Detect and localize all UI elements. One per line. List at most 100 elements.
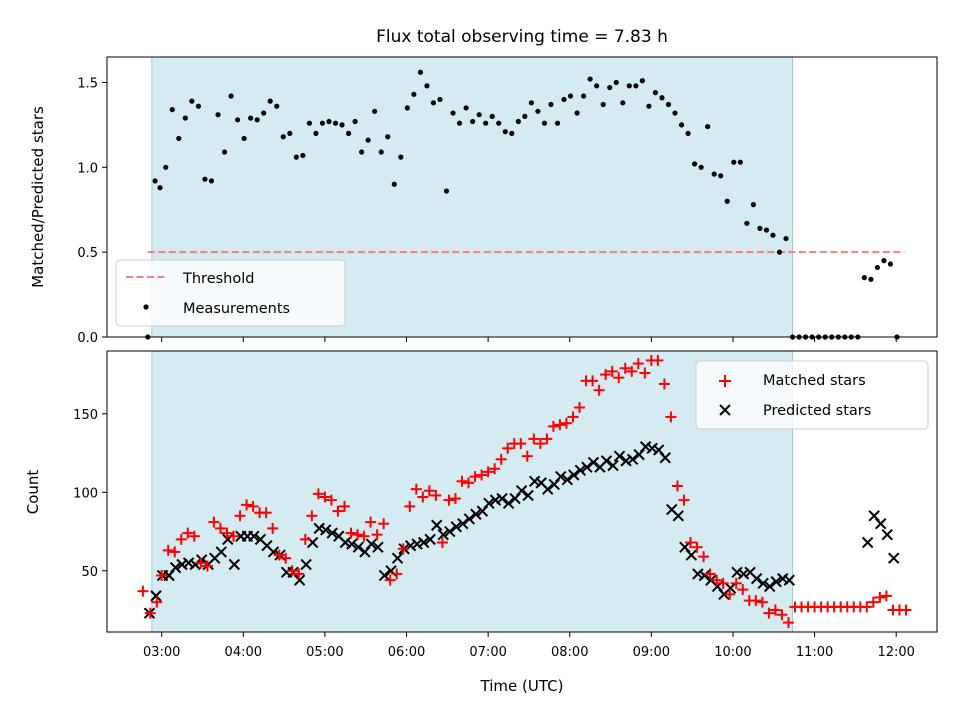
measurement-point (157, 185, 163, 191)
matched-star-marker (325, 494, 337, 506)
predicted-star-marker (248, 530, 260, 542)
matched-star-marker (665, 411, 677, 423)
matched-star-marker (495, 453, 507, 465)
measurement-point (152, 178, 158, 184)
matched-star-marker (652, 354, 664, 366)
measurement-point (470, 118, 476, 125)
measurement-point (881, 258, 887, 264)
measurement-point (456, 120, 463, 126)
matched-star-marker (234, 510, 246, 522)
matched-star-marker (151, 596, 163, 608)
matched-star-marker (169, 546, 181, 558)
matched-star-marker (521, 450, 533, 462)
matched-star-marker (554, 419, 566, 431)
predicted-star-marker (587, 456, 600, 469)
matched-star-marker (293, 568, 305, 580)
measurement-point (234, 117, 241, 123)
predicted-star-marker (685, 549, 698, 561)
predicted-star-marker (437, 528, 449, 541)
matched-star-marker (332, 505, 344, 517)
measurement-point (313, 130, 319, 136)
predicted-star-marker (874, 517, 887, 530)
bottom-legend: Matched stars Predicted stars (695, 360, 929, 430)
top-y-tick-label: 0.0 (77, 331, 98, 346)
matched-star-marker (528, 433, 540, 445)
measurement-point (274, 103, 280, 109)
matched-star-marker (711, 574, 723, 586)
measurement-point (345, 130, 352, 136)
matched-star-marker (227, 530, 239, 542)
matched-star-marker (547, 420, 559, 432)
matched-star-marker (286, 565, 298, 577)
matched-star-marker (861, 601, 873, 613)
predicted-star-marker (450, 521, 463, 533)
top-axes-frame (106, 56, 938, 338)
predicted-star-marker (417, 536, 430, 549)
bottom-y-tick-label: 50 (81, 565, 98, 580)
predicted-star-marker (176, 558, 188, 571)
measurement-point (659, 95, 665, 101)
matched-star-marker (299, 533, 311, 545)
matched-star-marker (515, 438, 527, 450)
x-tick-label: 12:00 (877, 645, 914, 660)
predicted-star-marker (737, 568, 750, 580)
predicted-star-marker (724, 582, 737, 594)
measurement-point (411, 91, 417, 97)
measurement-point (737, 159, 743, 165)
measurement-point (515, 118, 521, 125)
measurement-point (476, 112, 482, 118)
measurement-point (783, 235, 789, 242)
x-tick-label: 08:00 (551, 645, 588, 660)
matched-star-marker (214, 522, 226, 534)
measurement-point (868, 276, 874, 282)
predicted-star-marker (770, 576, 782, 588)
measurement-point (711, 171, 717, 177)
measurement-point (718, 173, 724, 179)
bottom-axis-ticks: 50 100 150 03:00 04:00 05:00 06:00 07:00 08:00 09… (73, 408, 915, 660)
predicted-star-marker (320, 524, 332, 536)
measurement-point (326, 118, 332, 125)
measurement-point (280, 134, 286, 140)
measurement-point (698, 164, 704, 170)
predicted-star-marker (189, 558, 201, 571)
matched-star-marker (352, 529, 364, 541)
x-tick-label: 05:00 (306, 645, 343, 660)
predicted-star-marker (457, 517, 469, 530)
matched-star-marker (502, 442, 514, 454)
measurement-point (620, 100, 626, 106)
top-axis-ticks: 0.0 0.5 1.0 1.5 (77, 76, 897, 346)
matched-star-marker (750, 595, 762, 607)
predicted-star-marker (372, 541, 384, 553)
measurement-point (692, 161, 698, 167)
measurement-point (339, 122, 345, 128)
measurement-point (450, 110, 456, 116)
matched-star-marker (639, 367, 651, 379)
matched-star-marker (776, 609, 788, 621)
measurement-point (600, 101, 606, 108)
predicted-star-marker (228, 558, 241, 571)
predicted-star-marker (169, 561, 182, 574)
matched-star-marker (613, 372, 625, 384)
predicted-star-marker (542, 483, 554, 495)
measurement-point (678, 122, 685, 128)
top-legend: Threshold Measurements (115, 259, 346, 327)
measurement-point (261, 110, 267, 116)
measurement-point (874, 264, 881, 271)
predicted-star-marker (502, 497, 515, 509)
predicted-star-marker (881, 528, 893, 541)
matched-star-marker (201, 560, 213, 572)
predicted-star-marker (182, 557, 195, 569)
predicted-star-marker (731, 566, 743, 579)
x-tick-label: 10:00 (714, 645, 751, 660)
matched-star-marker (384, 574, 396, 586)
top-legend-box (115, 259, 346, 327)
matched-star-marker (456, 475, 468, 487)
matched-star-marker (463, 477, 475, 489)
measurement-point (163, 164, 169, 170)
measurement-point (757, 225, 763, 231)
measurement-point (378, 149, 384, 155)
predicted-star-marker (750, 572, 763, 585)
matched-star-marker (443, 494, 455, 506)
measurement-point (665, 101, 672, 108)
predicted-star-marker (150, 590, 162, 602)
